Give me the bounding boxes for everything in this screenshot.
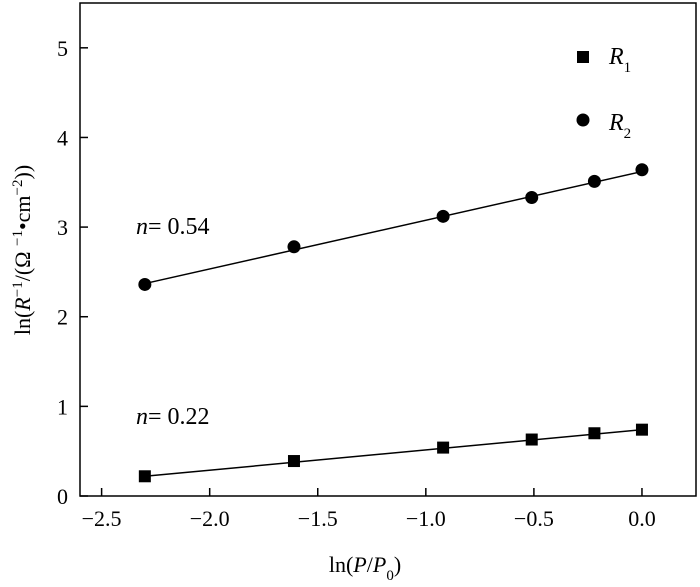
- annotation-n-r1-value: = 0.22: [148, 404, 210, 430]
- data-point-r1: [635, 423, 648, 436]
- annotation-n-r1: n= 0.22: [136, 404, 210, 430]
- y-tick-label: 0: [57, 484, 68, 509]
- y-axis-ticks: 0 1 2 3 4 5: [57, 36, 88, 509]
- data-point-r1: [138, 470, 151, 483]
- x-axis-ticks: −2.5 −2.0 −1.5 −1.0 −0.5 0.0: [82, 488, 656, 531]
- fit-line-r1: [144, 428, 643, 478]
- data-point-r2: [635, 163, 649, 177]
- x-axis-label: ln(P/P0): [329, 552, 401, 584]
- x-tick-label: −1.0: [406, 506, 446, 531]
- data-point-r1: [588, 427, 601, 440]
- x-tick-label: −1.5: [298, 506, 338, 531]
- data-point-r2: [287, 240, 301, 254]
- data-point-r2: [138, 277, 152, 291]
- data-point-r2: [525, 191, 539, 205]
- y-tick-label: 4: [57, 125, 68, 150]
- y-tick-label: 5: [57, 36, 68, 61]
- legend-marker-r2: [576, 113, 590, 127]
- annotation-n-r2-value: = 0.54: [148, 214, 210, 240]
- annotation-n-r1-prefix: n: [136, 404, 148, 430]
- data-point-r2: [436, 209, 450, 223]
- y-tick-label: 1: [57, 394, 68, 419]
- legend-marker-r1: [577, 51, 589, 63]
- plot-frame: [79, 2, 697, 497]
- x-tick-label: −2.5: [82, 506, 122, 531]
- x-tick-label: 0.0: [628, 506, 656, 531]
- x-tick-label: −2.0: [190, 506, 230, 531]
- fit-lines: [144, 170, 643, 478]
- y-axis-label: ln(R−1/(Ω −1•cm−2)): [10, 165, 35, 335]
- annotation-n-r2-prefix: n: [136, 214, 148, 240]
- y-tick-label: 2: [57, 305, 68, 330]
- fit-line-r2: [144, 170, 643, 285]
- data-point-r1: [437, 441, 450, 454]
- data-point-r2: [587, 174, 601, 188]
- data-point-r1: [525, 433, 538, 446]
- data-point-r1: [287, 455, 300, 468]
- x-tick-label: −0.5: [514, 506, 554, 531]
- legend-label-r2: R2: [608, 110, 631, 142]
- data-points: [138, 163, 649, 483]
- legend-label-r1: R1: [608, 44, 631, 76]
- legend: R1 R2: [576, 44, 631, 142]
- annotation-n-r2: n= 0.54: [136, 214, 210, 240]
- y-tick-label: 3: [57, 215, 68, 240]
